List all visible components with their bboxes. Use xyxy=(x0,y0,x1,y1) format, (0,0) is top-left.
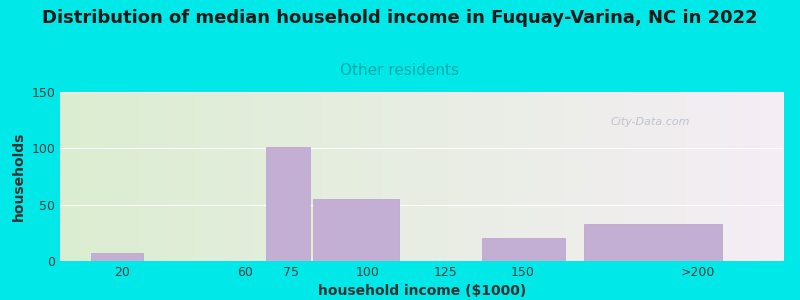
Bar xyxy=(266,147,310,261)
Text: Distribution of median household income in Fuquay-Varina, NC in 2022: Distribution of median household income … xyxy=(42,9,758,27)
Text: Other residents: Other residents xyxy=(341,63,459,78)
Bar xyxy=(584,224,722,261)
X-axis label: household income ($1000): household income ($1000) xyxy=(318,284,526,298)
Text: City-Data.com: City-Data.com xyxy=(610,117,690,127)
Bar xyxy=(91,253,143,261)
Bar xyxy=(313,199,399,261)
Y-axis label: households: households xyxy=(12,132,26,221)
Bar xyxy=(482,238,566,261)
